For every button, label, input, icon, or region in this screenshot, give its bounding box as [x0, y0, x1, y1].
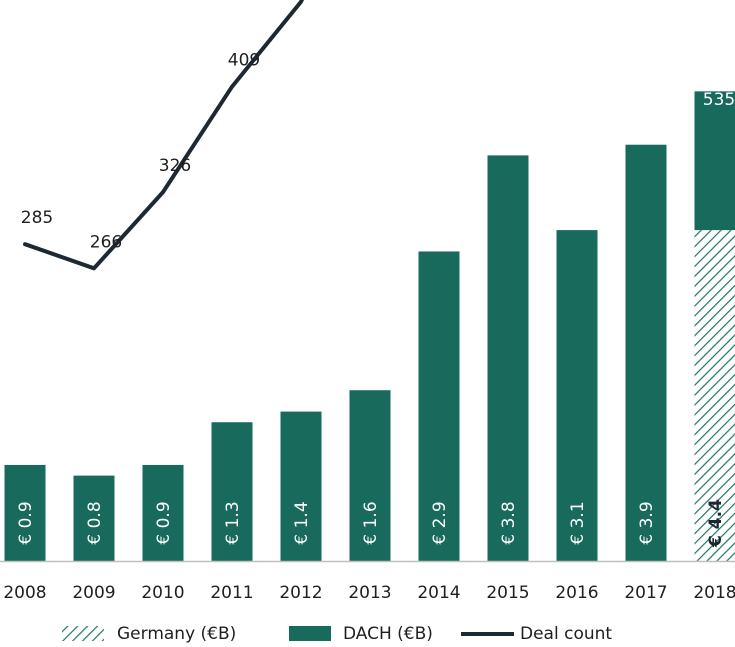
bar-dach-2009	[73, 475, 115, 561]
deal-count-label-2010: 326	[159, 156, 191, 176]
legend-swatch-germany	[62, 626, 104, 641]
deal-count-label-2011: 409	[228, 51, 260, 71]
x-tick-label-2017: 2017	[624, 583, 667, 603]
bar-value-label-2017: € 3.9	[637, 501, 657, 544]
bar-value-label-2018: € 4.4	[706, 499, 726, 548]
bar-value-label-2013: € 1.6	[361, 501, 381, 544]
bar-dach-2011	[211, 422, 253, 561]
x-tick-label-2009: 2009	[72, 583, 115, 603]
x-tick-label-2011: 2011	[210, 583, 253, 603]
bar-value-label-2012: € 1.4	[292, 501, 312, 544]
deal-count-label-2018: 535	[703, 90, 735, 110]
bar-dach-2015	[487, 155, 529, 562]
x-tick-label-2008: 2008	[3, 583, 46, 603]
bar-value-label-2014: € 2.9	[430, 501, 450, 544]
bar-value-label-2016: € 3.1	[568, 501, 588, 544]
bar-germany-2018	[694, 230, 735, 561]
bar-value-label-2011: € 1.3	[223, 501, 243, 544]
legend-label-germany: Germany (€B)	[117, 624, 236, 644]
x-tick-label-2013: 2013	[348, 583, 391, 603]
bar-dach-2010	[142, 464, 184, 561]
bar-dach-2018	[694, 91, 735, 231]
deal-count-label-2009: 266	[90, 232, 122, 252]
bar-value-label-2009: € 0.8	[85, 501, 105, 544]
bar-value-label-2008: € 0.9	[16, 501, 36, 544]
x-tick-label-2014: 2014	[417, 583, 460, 603]
bar-dach-2012	[280, 411, 322, 561]
deal-count-line	[23, 0, 305, 271]
plot-area: € 0.9 € 0.8 € 0.9 € 1.3 € 1.4 € 1.6 € 2.9 € 3.8…	[0, 0, 735, 603]
x-tick-label-2018: 2018	[693, 583, 735, 603]
bar-dach-2014	[418, 251, 460, 561]
bar-dach-2013	[349, 390, 391, 561]
deal-count-label-2008: 285	[21, 208, 53, 228]
bar-value-label-2010: € 0.9	[154, 501, 174, 544]
legend-swatch-dach	[289, 626, 331, 641]
legend-label-deal-count: Deal count	[520, 624, 612, 644]
x-tick-label-2016: 2016	[555, 583, 598, 603]
bar-value-label-2015: € 3.8	[499, 501, 519, 544]
x-tick-label-2012: 2012	[279, 583, 322, 603]
legend: Germany (€B) DACH (€B) Deal count	[62, 624, 612, 644]
bar-dach-2017	[625, 144, 667, 561]
x-tick-label-2010: 2010	[141, 583, 184, 603]
legend-label-dach: DACH (€B)	[343, 624, 433, 644]
x-tick-label-2015: 2015	[486, 583, 529, 603]
bar-dach-2008	[4, 464, 46, 561]
bar-dach-2016	[556, 230, 598, 561]
